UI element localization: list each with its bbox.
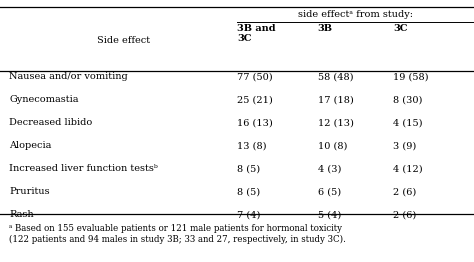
- Text: 8 (5): 8 (5): [237, 164, 260, 173]
- Text: 19 (58): 19 (58): [393, 72, 429, 81]
- Text: 2 (6): 2 (6): [393, 187, 417, 196]
- Text: 16 (13): 16 (13): [237, 118, 273, 127]
- Text: Nausea and/or vomiting: Nausea and/or vomiting: [9, 72, 128, 81]
- Text: Alopecia: Alopecia: [9, 141, 52, 150]
- Text: Side effect: Side effect: [97, 36, 150, 45]
- Text: 3B and
3C: 3B and 3C: [237, 24, 275, 43]
- Text: 3B: 3B: [318, 24, 333, 32]
- Text: 77 (50): 77 (50): [237, 72, 273, 81]
- Text: Gynecomastia: Gynecomastia: [9, 95, 79, 104]
- Text: Decreased libido: Decreased libido: [9, 118, 93, 127]
- Text: side effectᵃ from study:: side effectᵃ from study:: [298, 10, 413, 19]
- Text: 6 (5): 6 (5): [318, 187, 341, 196]
- Text: 4 (12): 4 (12): [393, 164, 423, 173]
- Text: Pruritus: Pruritus: [9, 187, 50, 196]
- Text: 58 (48): 58 (48): [318, 72, 353, 81]
- Text: 17 (18): 17 (18): [318, 95, 353, 104]
- Text: 8 (30): 8 (30): [393, 95, 423, 104]
- Text: 3 (9): 3 (9): [393, 141, 417, 150]
- Text: ᵃ Based on 155 evaluable patients or 121 male patients for hormonal toxicity
(12: ᵃ Based on 155 evaluable patients or 121…: [9, 224, 346, 244]
- Text: 2 (6): 2 (6): [393, 210, 417, 219]
- Text: 13 (8): 13 (8): [237, 141, 266, 150]
- Text: 8 (5): 8 (5): [237, 187, 260, 196]
- Text: 12 (13): 12 (13): [318, 118, 354, 127]
- Text: 25 (21): 25 (21): [237, 95, 273, 104]
- Text: Rash: Rash: [9, 210, 34, 219]
- Text: 4 (3): 4 (3): [318, 164, 341, 173]
- Text: 5 (4): 5 (4): [318, 210, 341, 219]
- Text: 4 (15): 4 (15): [393, 118, 423, 127]
- Text: 3C: 3C: [393, 24, 408, 32]
- Text: Increased liver function testsᵇ: Increased liver function testsᵇ: [9, 164, 158, 173]
- Text: 10 (8): 10 (8): [318, 141, 347, 150]
- Text: 7 (4): 7 (4): [237, 210, 260, 219]
